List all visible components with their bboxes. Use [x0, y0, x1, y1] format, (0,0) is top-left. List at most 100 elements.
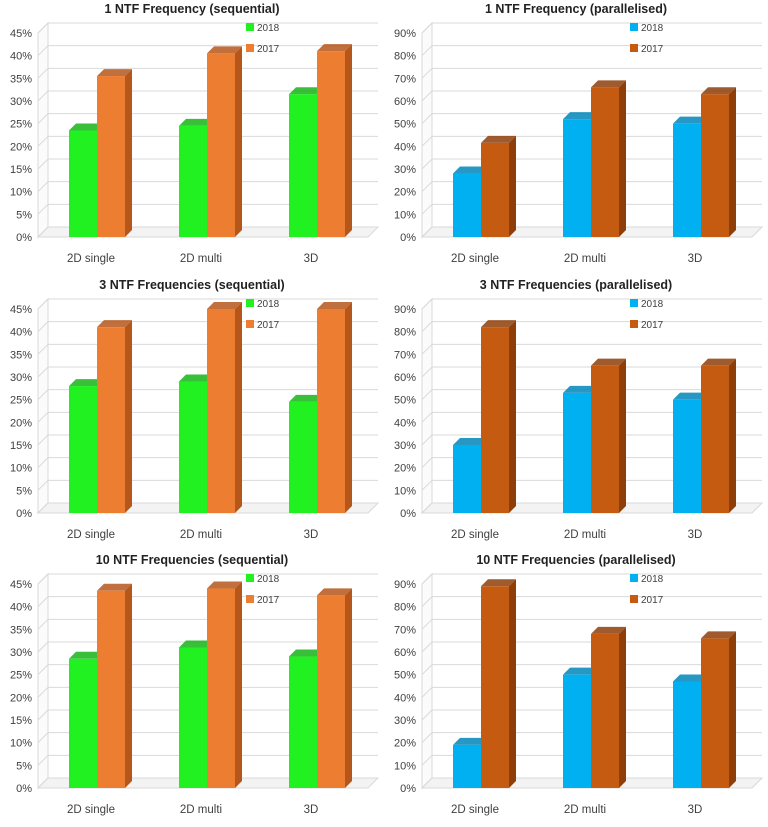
x-tick-label: 2D single — [67, 804, 115, 816]
y-tick-label: 30% — [394, 715, 416, 727]
x-tick-label: 2D multi — [180, 804, 222, 816]
y-tick-label: 0% — [400, 783, 416, 795]
bar-2017-2d-multi — [591, 87, 619, 238]
gridline — [37, 298, 378, 310]
y-tick-label: 90% — [394, 304, 416, 316]
y-tick-label: 50% — [394, 119, 416, 131]
y-tick-label: 10% — [10, 187, 32, 199]
x-tick-label: 3D — [688, 253, 703, 265]
bar-top — [481, 135, 516, 143]
y-tick-label: 35% — [10, 73, 32, 85]
bar-top — [701, 631, 736, 639]
bar-side — [125, 320, 132, 513]
y-tick-label: 60% — [394, 96, 416, 108]
bar-top — [69, 379, 104, 387]
gridline — [421, 411, 762, 423]
legend-label-2018: 2018 — [257, 299, 280, 310]
y-tick-label: 25% — [10, 395, 32, 407]
legend-label-2018: 2018 — [641, 299, 664, 310]
bar-chart: 0% 5% 10% 15% 20% 25% 30% 35% 40% 45% 2D single 2D … — [10, 21, 380, 265]
bar-top — [179, 640, 214, 648]
bar-2018-3d — [289, 401, 317, 513]
gridline — [37, 777, 378, 789]
x-tick-label: 3D — [304, 529, 319, 541]
bar-side — [235, 46, 242, 238]
bar-2018-2d-multi — [179, 381, 207, 513]
gridline — [37, 158, 378, 170]
y-tick-label: 45% — [10, 304, 32, 316]
bar-2018-2d-single — [69, 658, 97, 788]
bar-2017-3d — [317, 595, 345, 788]
gridline — [421, 573, 762, 585]
bar-2017-2d-single — [97, 327, 125, 513]
gridline — [37, 67, 378, 79]
bar-2018-2d-multi — [179, 647, 207, 788]
chart-panel-1-ntf-parallelised: 1 NTF Frequency (parallelised) 0% 10% 20% 3… — [384, 0, 768, 275]
legend-swatch-2018 — [630, 23, 638, 31]
bar-side — [729, 87, 736, 237]
y-tick-label: 80% — [394, 602, 416, 614]
y-tick-label: 20% — [394, 463, 416, 475]
bar-2017-2d-multi — [207, 53, 235, 238]
bar-2017-2d-single — [97, 590, 125, 788]
y-tick-label: 90% — [394, 579, 416, 591]
x-tick-label: 2D single — [451, 253, 499, 265]
gridline — [421, 502, 762, 514]
gridline — [421, 158, 762, 170]
legend-swatch-2018 — [246, 299, 254, 307]
bar-top — [317, 302, 352, 309]
gridline — [421, 321, 762, 333]
y-tick-label: 70% — [394, 624, 416, 636]
bar-2017-2d-multi — [591, 365, 619, 513]
y-tick-label: 35% — [10, 349, 32, 361]
bar-top — [289, 87, 324, 95]
y-tick-label: 20% — [394, 187, 416, 199]
gridline — [37, 686, 378, 698]
legend-swatch-2017 — [246, 320, 254, 328]
bar-top — [97, 583, 132, 591]
gridline — [37, 389, 378, 401]
gridline — [421, 389, 762, 401]
bar-side — [509, 320, 516, 513]
x-tick-label: 2D multi — [564, 804, 606, 816]
side-wall — [421, 572, 433, 790]
gridline — [421, 754, 762, 766]
chart-title: 10 NTF Frequencies (sequential) — [95, 553, 289, 567]
bar-side — [125, 69, 132, 237]
y-tick-label: 35% — [10, 624, 32, 636]
y-tick-label: 20% — [10, 417, 32, 429]
bar-2018-2d-multi — [563, 674, 591, 788]
bar-top — [317, 588, 352, 596]
legend-swatch-2017 — [630, 320, 638, 328]
bar-2017-2d-multi — [591, 633, 619, 788]
legend-label-2017: 2017 — [257, 595, 280, 606]
gridline — [421, 434, 762, 446]
bar-top — [453, 438, 488, 445]
bar-top — [701, 358, 736, 366]
gridline — [37, 366, 378, 378]
chart-panel-10-ntf-sequential: 10 NTF Frequencies (sequential) 0% 5% 10% 1… — [0, 551, 384, 826]
bar-2017-2d-single — [481, 142, 509, 237]
legend-swatch-2017 — [246, 595, 254, 603]
y-tick-label: 10% — [394, 209, 416, 221]
gridline — [37, 502, 378, 514]
side-wall — [37, 21, 49, 239]
gridline — [421, 479, 762, 491]
bar-top — [179, 118, 214, 126]
x-tick-label: 3D — [304, 804, 319, 816]
chart-panel-3-ntf-parallelised: 3 NTF Frequencies (parallelised) 0% 10% 20… — [384, 276, 768, 551]
bar-side — [235, 302, 242, 513]
side-wall — [421, 297, 433, 515]
bar-2018-2d-single — [453, 173, 481, 237]
bar-2018-3d — [673, 399, 701, 513]
gridline — [37, 618, 378, 630]
y-tick-label: 30% — [10, 96, 32, 108]
bar-2018-3d — [673, 123, 701, 237]
y-tick-label: 40% — [394, 141, 416, 153]
side-wall — [37, 572, 49, 790]
bar-chart: 0% 5% 10% 15% 20% 25% 30% 35% 40% 45% 2D single 2D … — [10, 572, 380, 816]
bar-2018-2d-multi — [563, 119, 591, 237]
legend-swatch-2018 — [246, 23, 254, 31]
bar-side — [619, 80, 626, 238]
bar-top — [97, 69, 132, 77]
